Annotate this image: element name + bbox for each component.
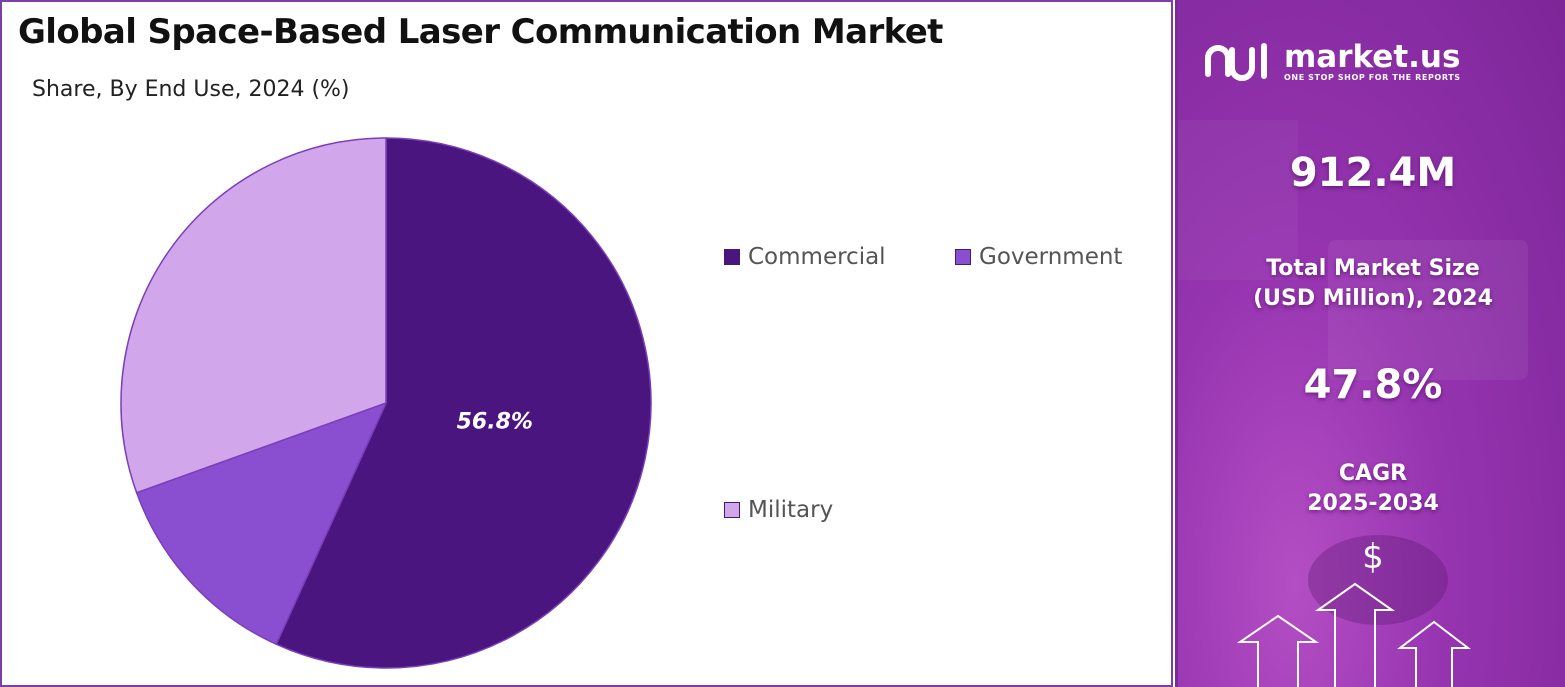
market-size-value: 912.4M xyxy=(1289,150,1457,196)
cagr-value: 47.8% xyxy=(1303,362,1443,408)
legend-item-commercial: Commercial xyxy=(724,244,886,270)
brand-name: market.us xyxy=(1284,39,1461,75)
pie-chart: 56.8% xyxy=(120,137,652,669)
pie-slice-government xyxy=(135,401,388,646)
background-decoration xyxy=(1178,120,1528,625)
legend-swatch-government xyxy=(955,249,971,265)
legend-item-military: Military xyxy=(724,497,833,523)
data-label-commercial: 56.8% xyxy=(457,410,533,435)
cagr-label: CAGR xyxy=(1338,461,1408,486)
legend-label-military: Military xyxy=(748,497,834,523)
legend-swatch-commercial xyxy=(724,249,740,265)
market-us-logo-icon xyxy=(1205,43,1267,81)
pie-slice-commercial xyxy=(275,137,652,669)
chart-panel: Global Space-Based Laser Communication M… xyxy=(0,0,1173,687)
pie-slice-military xyxy=(120,137,387,494)
dollar-icon: $ xyxy=(1362,537,1384,577)
chart-title: Global Space-Based Laser Communication M… xyxy=(18,12,943,52)
cagr-period: 2025-2034 xyxy=(1307,491,1439,516)
brand-tagline: ONE STOP SHOP FOR THE REPORTS xyxy=(1284,73,1461,82)
legend-item-government: Government xyxy=(955,244,1122,270)
chart-subtitle: Share, By End Use, 2024 (%) xyxy=(32,77,350,102)
brand-panel: market.us ONE STOP SHOP FOR THE REPORTS … xyxy=(1175,0,1565,687)
legend-swatch-military xyxy=(724,502,740,518)
legend-label-commercial: Commercial xyxy=(748,244,886,270)
legend-label-government: Government xyxy=(979,244,1123,270)
market-size-label-line1: Total Market Size xyxy=(1266,256,1480,281)
market-us-logo: market.us ONE STOP SHOP FOR THE REPORTS xyxy=(1202,40,1461,84)
growth-arrows-icon xyxy=(1236,582,1471,687)
market-size-label-line2: (USD Million), 2024 xyxy=(1253,286,1493,311)
